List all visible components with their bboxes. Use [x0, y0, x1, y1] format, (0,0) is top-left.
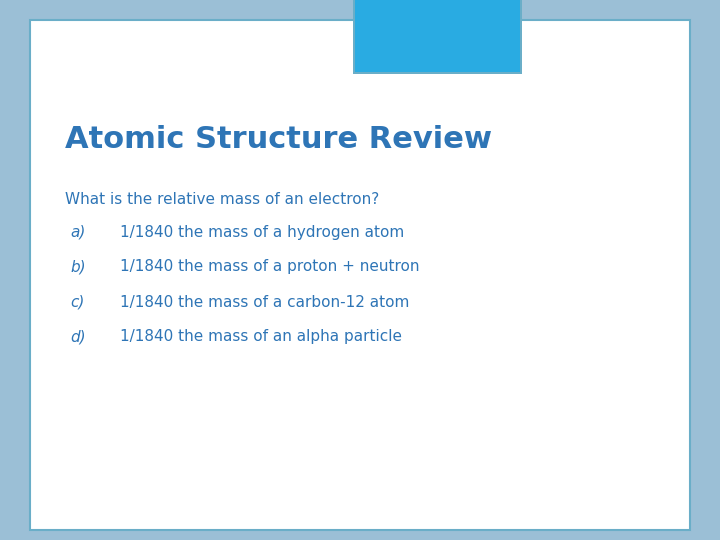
- Text: 1/1840 the mass of an alpha particle: 1/1840 the mass of an alpha particle: [120, 329, 402, 345]
- Text: What is the relative mass of an electron?: What is the relative mass of an electron…: [65, 192, 379, 207]
- Text: 1/1840 the mass of a proton + neutron: 1/1840 the mass of a proton + neutron: [120, 260, 420, 274]
- Bar: [353, 0, 522, 74]
- Text: Atomic Structure Review: Atomic Structure Review: [65, 125, 492, 154]
- Text: 1/1840 the mass of a carbon-12 atom: 1/1840 the mass of a carbon-12 atom: [120, 294, 410, 309]
- Text: b): b): [70, 260, 86, 274]
- Text: c): c): [70, 294, 84, 309]
- Text: a): a): [70, 225, 86, 240]
- Bar: [355, 0, 520, 72]
- Text: d): d): [70, 329, 86, 345]
- Text: 1/1840 the mass of a hydrogen atom: 1/1840 the mass of a hydrogen atom: [120, 225, 404, 240]
